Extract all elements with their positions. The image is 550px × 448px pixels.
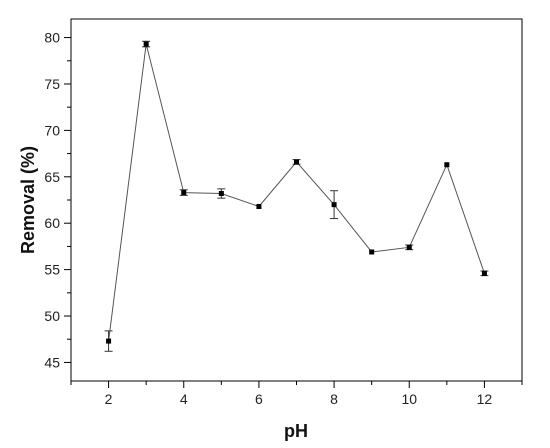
data-point: [256, 203, 262, 209]
y-tick-label: 70: [44, 122, 60, 138]
x-tick-label: 8: [330, 391, 338, 407]
x-axis-title: pH: [284, 421, 308, 441]
x-tick-label: 12: [477, 391, 493, 407]
plot-area: [70, 18, 523, 382]
x-tick-label: 10: [401, 391, 417, 407]
y-tick-label: 75: [44, 76, 60, 92]
plot-frame: [70, 18, 523, 382]
x-tick-label: 2: [105, 391, 113, 407]
data-point: [406, 244, 412, 250]
data-point: [181, 190, 187, 196]
y-tick-label: 45: [44, 354, 60, 370]
y-tick-label: 65: [44, 169, 60, 185]
data-point: [294, 159, 299, 165]
y-tick-label: 60: [44, 215, 60, 231]
y-axis: 45 50 55 60 65 70 75 80: [44, 30, 71, 370]
x-tick-label: 4: [180, 391, 188, 407]
series-line: [108, 43, 485, 342]
y-tick-label: 80: [44, 30, 60, 46]
data-point: [331, 202, 337, 208]
data-point: [444, 162, 450, 168]
data-point: [218, 191, 224, 197]
x-axis: 2 4 6 8 10 12: [70, 381, 523, 407]
series-group: [104, 40, 489, 352]
x-tick-label: 6: [255, 391, 263, 407]
data-point: [143, 41, 149, 47]
data-point: [369, 249, 375, 255]
data-point: [481, 270, 487, 276]
y-tick-label: 50: [44, 308, 60, 324]
y-axis-title: Removal (%): [18, 146, 38, 254]
y-tick-label: 55: [44, 262, 60, 278]
data-point: [106, 338, 112, 344]
